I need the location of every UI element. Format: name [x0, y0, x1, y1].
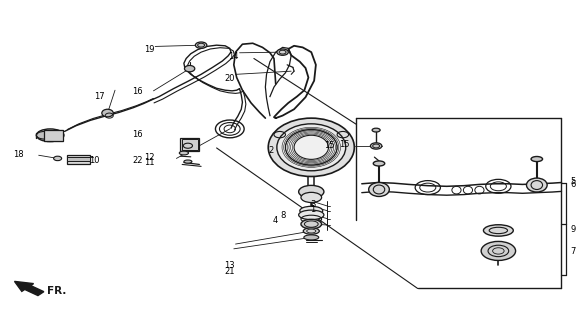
- Circle shape: [195, 42, 207, 48]
- Text: 6: 6: [570, 180, 576, 189]
- Ellipse shape: [277, 49, 288, 55]
- Text: FR.: FR.: [47, 286, 66, 296]
- Ellipse shape: [369, 182, 390, 196]
- Ellipse shape: [286, 130, 337, 165]
- Ellipse shape: [277, 124, 346, 171]
- Text: 16: 16: [132, 130, 143, 139]
- Circle shape: [54, 156, 62, 161]
- Text: 15: 15: [324, 140, 334, 150]
- Text: 3: 3: [310, 200, 316, 209]
- Ellipse shape: [299, 185, 324, 198]
- Ellipse shape: [527, 178, 547, 192]
- Text: 8: 8: [280, 211, 286, 220]
- Text: 5: 5: [570, 177, 575, 186]
- Text: 18: 18: [13, 150, 24, 159]
- Text: 17: 17: [94, 92, 105, 101]
- Text: 20: 20: [224, 74, 235, 83]
- Text: 10: 10: [89, 156, 99, 164]
- Ellipse shape: [304, 235, 318, 240]
- Ellipse shape: [372, 128, 380, 132]
- Text: 13: 13: [224, 261, 235, 270]
- Ellipse shape: [184, 160, 192, 163]
- Ellipse shape: [481, 241, 516, 260]
- Polygon shape: [14, 281, 44, 296]
- Ellipse shape: [299, 210, 324, 220]
- Text: 14: 14: [228, 52, 239, 61]
- Text: 19: 19: [144, 45, 154, 54]
- Text: 22: 22: [132, 156, 143, 165]
- Text: 21: 21: [224, 267, 235, 276]
- Ellipse shape: [531, 156, 543, 162]
- Ellipse shape: [179, 151, 188, 155]
- Text: 16: 16: [132, 87, 143, 96]
- FancyBboxPatch shape: [68, 157, 90, 161]
- Text: 12: 12: [144, 153, 154, 162]
- Text: 2: 2: [268, 146, 273, 155]
- Ellipse shape: [184, 66, 195, 72]
- Ellipse shape: [373, 161, 385, 166]
- Text: 4: 4: [273, 216, 278, 225]
- Ellipse shape: [303, 228, 319, 234]
- Text: 1: 1: [310, 205, 316, 214]
- FancyBboxPatch shape: [45, 130, 63, 141]
- Ellipse shape: [301, 192, 321, 203]
- Ellipse shape: [36, 129, 64, 142]
- FancyBboxPatch shape: [68, 155, 90, 164]
- Ellipse shape: [483, 225, 513, 236]
- Circle shape: [370, 143, 382, 149]
- Ellipse shape: [268, 118, 354, 177]
- FancyBboxPatch shape: [180, 139, 199, 151]
- Ellipse shape: [300, 206, 323, 215]
- Text: 7: 7: [570, 247, 576, 256]
- Text: 11: 11: [144, 158, 154, 167]
- Text: 15: 15: [339, 140, 349, 149]
- Ellipse shape: [102, 109, 113, 117]
- Text: 9: 9: [570, 225, 575, 234]
- Ellipse shape: [301, 219, 321, 229]
